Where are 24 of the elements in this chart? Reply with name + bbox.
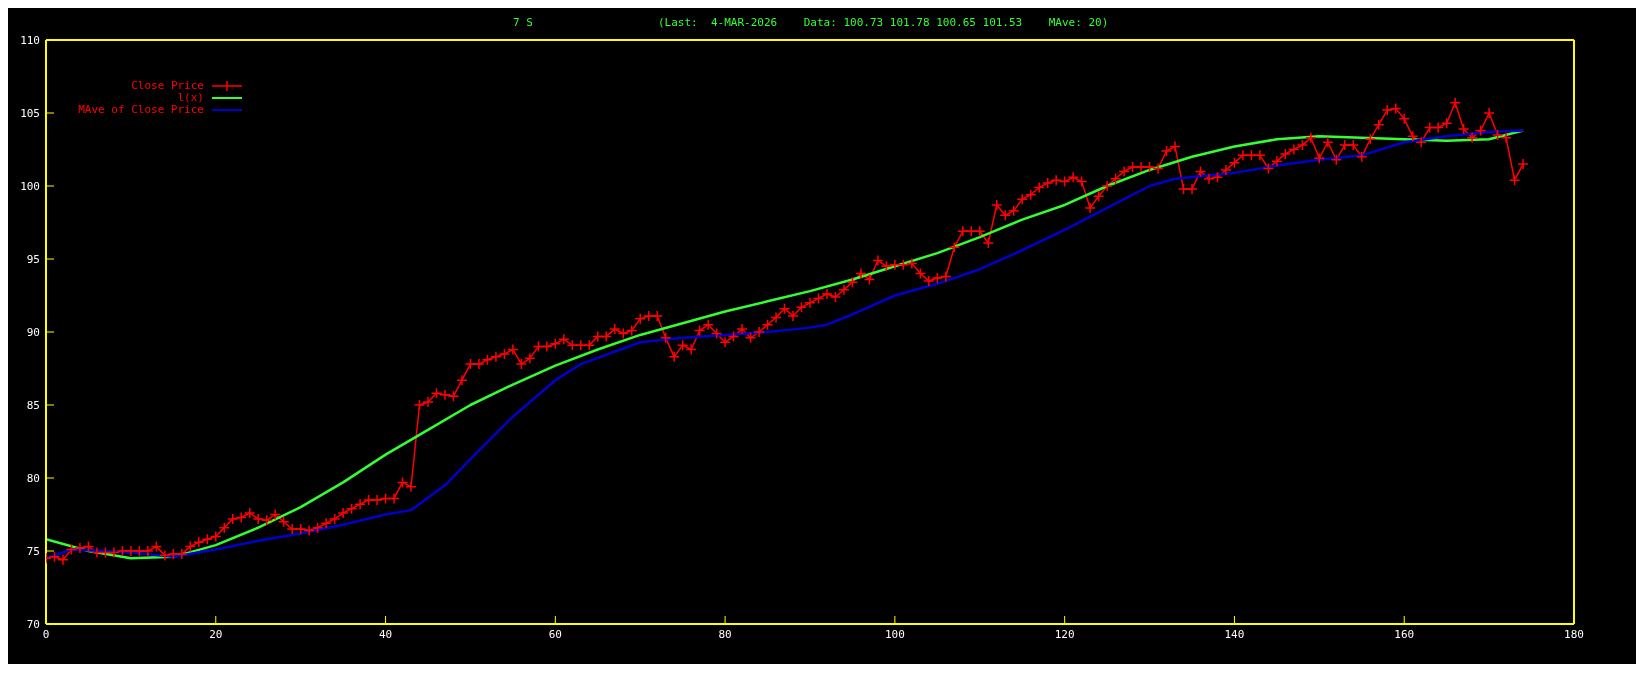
chart-title: (Last: 4-MAR-2026 Data: 100.73 101.78 100.65 101.53 MAve: 20) (658, 16, 1109, 29)
y-tick-label: 105 (20, 106, 40, 120)
x-tick-label: 160 (1394, 627, 1415, 641)
legend-label: Close Price (131, 79, 204, 92)
y-tick-label: 70 (26, 617, 40, 631)
y-tick-label: 85 (26, 398, 40, 412)
y-tick-label: 110 (20, 33, 40, 47)
x-tick-label: 120 (1054, 627, 1075, 641)
x-tick-label: 140 (1224, 627, 1245, 641)
y-tick-label: 75 (26, 544, 40, 558)
y-tick-label: 90 (26, 325, 40, 339)
x-tick-label: 180 (1564, 627, 1584, 641)
x-tick-label: 0 (42, 627, 50, 641)
text: 7 S (513, 16, 533, 29)
legend-label: l(x) (177, 91, 204, 104)
x-tick-label: 60 (548, 627, 562, 641)
x-tick-label: 20 (209, 627, 223, 641)
y-tick-label: 80 (26, 471, 40, 485)
y-tick-label: 100 (20, 179, 40, 193)
x-tick-label: 100 (884, 627, 905, 641)
legend-label: MAve of Close Price (78, 103, 204, 116)
y-tick-label: 95 (26, 252, 40, 266)
x-tick-label: 40 (378, 627, 393, 641)
x-tick-label: 80 (718, 627, 732, 641)
